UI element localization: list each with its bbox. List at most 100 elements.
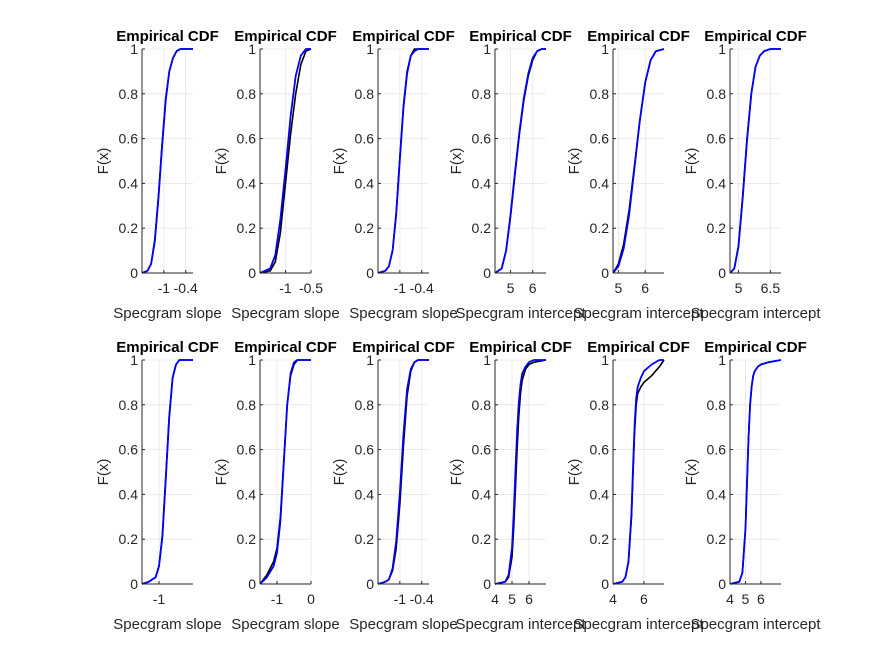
chart-10-ytick-label-4: 0.8 xyxy=(472,397,492,413)
chart-4-xtick-label-0: 5 xyxy=(507,280,515,296)
chart-6-ytick-label-3: 0.6 xyxy=(707,131,727,147)
chart-4-series-blue xyxy=(494,48,546,274)
chart-11-ytick-label-1: 0.2 xyxy=(590,531,610,547)
chart-8: 0 0.2 0.4 0.6 0.8 1 -1 0 F(x) Specgram slope Empir… xyxy=(213,339,340,633)
chart-6-series-blue xyxy=(729,48,781,274)
chart-10-xlabel: Specgram intercept xyxy=(455,616,586,633)
chart-8-ytick-label-3: 0.6 xyxy=(237,442,257,458)
chart-4-ytick-label-1: 0.2 xyxy=(472,220,492,236)
chart-12-ytick-label-2: 0.4 xyxy=(707,486,727,502)
chart-5-series-black xyxy=(612,48,665,274)
chart-6-title: Empirical CDF xyxy=(704,28,807,45)
chart-11-title: Empirical CDF xyxy=(587,339,690,356)
chart-7-series-blue xyxy=(141,359,193,585)
chart-4-ytick-label-2: 0.4 xyxy=(472,175,492,191)
chart-7-ytick-label-5: 1 xyxy=(130,352,138,368)
chart-7-ylabel: F(x) xyxy=(95,459,112,486)
chart-3-title: Empirical CDF xyxy=(352,28,455,45)
chart-10-xtick-label-1: 5 xyxy=(508,591,516,607)
chart-2-title: Empirical CDF xyxy=(234,28,337,45)
chart-1-ytick-label-3: 0.6 xyxy=(119,131,139,147)
chart-1-title: Empirical CDF xyxy=(116,28,219,45)
chart-1-series-blue xyxy=(141,48,193,274)
chart-12-ytick-label-5: 1 xyxy=(718,352,726,368)
chart-8-ytick-label-0: 0 xyxy=(248,576,256,592)
chart-10-ytick-label-3: 0.6 xyxy=(472,442,492,458)
chart-9-title: Empirical CDF xyxy=(352,339,455,356)
chart-12-ytick-label-1: 0.2 xyxy=(707,531,727,547)
chart-11-xtick-label-1: 6 xyxy=(640,591,648,607)
chart-5-ytick-label-5: 1 xyxy=(601,41,609,57)
chart-7-ytick-label-4: 0.8 xyxy=(119,397,139,413)
chart-5-ytick-label-1: 0.2 xyxy=(590,220,610,236)
chart-9: 0 0.2 0.4 0.6 0.8 1 -1 -0.4 F(x) Specgram slope Em… xyxy=(331,339,458,633)
chart-4-ytick-label-3: 0.6 xyxy=(472,131,492,147)
chart-12-xtick-label-0: 4 xyxy=(726,591,734,607)
chart-6-ytick-label-2: 0.4 xyxy=(707,175,727,191)
chart-3-ytick-label-2: 0.4 xyxy=(355,175,375,191)
chart-12-ytick-label-3: 0.6 xyxy=(707,442,727,458)
chart-10-ytick-label-0: 0 xyxy=(483,576,491,592)
chart-9-ytick-label-0: 0 xyxy=(366,576,374,592)
chart-6-series-black xyxy=(729,48,781,274)
chart-11-xlabel: Specgram intercept xyxy=(573,616,704,633)
chart-1-ytick-label-5: 1 xyxy=(130,41,138,57)
chart-10-title: Empirical CDF xyxy=(469,339,572,356)
chart-9-ytick-label-2: 0.4 xyxy=(355,486,375,502)
chart-12-xlabel: Specgram intercept xyxy=(690,616,821,633)
chart-7-ytick-label-3: 0.6 xyxy=(119,442,139,458)
chart-8-ytick-label-5: 1 xyxy=(248,352,256,368)
chart-1-ytick-label-1: 0.2 xyxy=(119,220,139,236)
chart-2-ytick-label-5: 1 xyxy=(248,41,256,57)
chart-11-xtick-label-0: 4 xyxy=(609,591,617,607)
chart-12-series-blue xyxy=(729,359,782,585)
chart-7-ytick-label-1: 0.2 xyxy=(119,531,139,547)
chart-6-ytick-label-1: 0.2 xyxy=(707,220,727,236)
chart-6-ytick-label-5: 1 xyxy=(718,41,726,57)
chart-9-xlabel: Specgram slope xyxy=(349,616,457,633)
chart-12-xtick-label-1: 5 xyxy=(742,591,750,607)
chart-11-series-black xyxy=(612,359,665,585)
chart-3-xtick-label-0: -1 xyxy=(394,280,407,296)
chart-2-ytick-label-3: 0.6 xyxy=(237,131,257,147)
chart-1-ytick-label-0: 0 xyxy=(130,265,138,281)
chart-1: 0 0.2 0.4 0.6 0.8 1 -1 -0.4 F(x) Specgram slope Em… xyxy=(95,28,222,322)
chart-6-ytick-label-4: 0.8 xyxy=(707,86,727,102)
chart-3-ytick-label-0: 0 xyxy=(366,265,374,281)
chart-3-xlabel: Specgram slope xyxy=(349,305,457,322)
chart-5-ylabel: F(x) xyxy=(566,148,583,175)
chart-10-xtick-label-2: 6 xyxy=(525,591,533,607)
chart-10-ytick-label-1: 0.2 xyxy=(472,531,492,547)
chart-11-ytick-label-4: 0.8 xyxy=(590,397,610,413)
chart-7-ytick-label-2: 0.4 xyxy=(119,486,139,502)
chart-12-title: Empirical CDF xyxy=(704,339,807,356)
chart-10: 0 0.2 0.4 0.6 0.8 1 4 5 6 F(x) Specgram intercept E… xyxy=(448,339,586,633)
chart-10-xtick-label-0: 4 xyxy=(491,591,499,607)
chart-4-xlabel: Specgram intercept xyxy=(455,305,586,322)
chart-2-series-black xyxy=(259,48,312,274)
chart-2-ytick-label-2: 0.4 xyxy=(237,175,257,191)
chart-7-series-black xyxy=(141,359,193,585)
chart-1-xtick-label-0: -1 xyxy=(158,280,171,296)
chart-5: 0 0.2 0.4 0.6 0.8 1 5 6 F(x) Specgram intercept Em… xyxy=(566,28,704,322)
chart-8-title: Empirical CDF xyxy=(234,339,337,356)
chart-9-ytick-label-3: 0.6 xyxy=(355,442,375,458)
chart-7-title: Empirical CDF xyxy=(116,339,219,356)
chart-3: 0 0.2 0.4 0.6 0.8 1 -1 -0.4 F(x) Specgram slope Em… xyxy=(331,28,458,322)
chart-9-series-blue xyxy=(377,359,429,585)
chart-10-ytick-label-5: 1 xyxy=(483,352,491,368)
chart-4-xtick-label-1: 6 xyxy=(529,280,537,296)
chart-1-xtick-label-1: -0.4 xyxy=(174,280,198,296)
chart-3-ylabel: F(x) xyxy=(331,148,348,175)
chart-9-xtick-label-0: -1 xyxy=(394,591,407,607)
chart-8-xlabel: Specgram slope xyxy=(231,616,339,633)
chart-2-ylabel: F(x) xyxy=(213,148,230,175)
chart-2: 0 0.2 0.4 0.6 0.8 1 -1 -0.5 F(x) Specgram slope Em… xyxy=(213,28,340,322)
chart-8-xtick-label-1: 0 xyxy=(307,591,315,607)
chart-8-series-black xyxy=(259,359,311,585)
chart-2-xlabel: Specgram slope xyxy=(231,305,339,322)
chart-2-xtick-label-1: -0.5 xyxy=(299,280,323,296)
chart-12: 0 0.2 0.4 0.6 0.8 1 4 5 6 F(x) Specgram intercept E… xyxy=(683,339,821,633)
chart-9-xtick-label-1: -0.4 xyxy=(410,591,434,607)
